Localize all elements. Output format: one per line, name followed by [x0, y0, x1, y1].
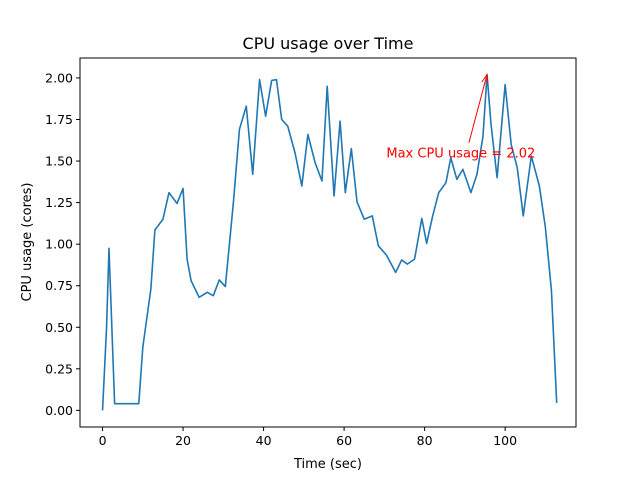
x-axis-ticks: 0 20 40 60 80 100 — [99, 427, 517, 448]
y-tick-label: 0.75 — [45, 278, 73, 293]
series-line — [101, 73, 558, 411]
series-layer — [101, 73, 558, 411]
y-tick-label: 1.25 — [45, 195, 73, 210]
plot-area — [80, 58, 576, 427]
annotation-label: Max CPU usage = 2.02 — [386, 147, 535, 162]
x-tick-label: 60 — [336, 433, 352, 448]
x-tick-label: 20 — [175, 433, 191, 448]
y-axis-ticks: 0.00 0.25 0.50 0.75 1.00 1.25 1.50 1.75 2.00 — [45, 70, 80, 418]
annotation-layer: Max CPU usage = 2.02 — [386, 73, 535, 162]
chart-title: CPU usage over Time — [243, 34, 414, 53]
x-tick-label: 100 — [493, 433, 517, 448]
x-tick-label: 80 — [417, 433, 433, 448]
y-tick-label: 1.00 — [45, 237, 73, 252]
y-tick-label: 0.00 — [45, 403, 73, 418]
y-tick-label: 1.75 — [45, 112, 73, 127]
y-axis-label: CPU usage (cores) — [20, 183, 35, 302]
plot-frame — [79, 57, 577, 428]
x-axis-label: Time (sec) — [293, 457, 362, 472]
annotation-arrow-head — [481, 73, 489, 84]
y-tick-label: 2.00 — [45, 70, 73, 85]
annotation-arrow-shaft — [468, 74, 488, 143]
y-tick-label: 0.25 — [45, 361, 73, 376]
x-tick-label: 0 — [99, 433, 107, 448]
y-tick-label: 0.50 — [45, 320, 73, 335]
y-tick-label: 1.50 — [45, 154, 73, 169]
x-tick-label: 40 — [256, 433, 272, 448]
